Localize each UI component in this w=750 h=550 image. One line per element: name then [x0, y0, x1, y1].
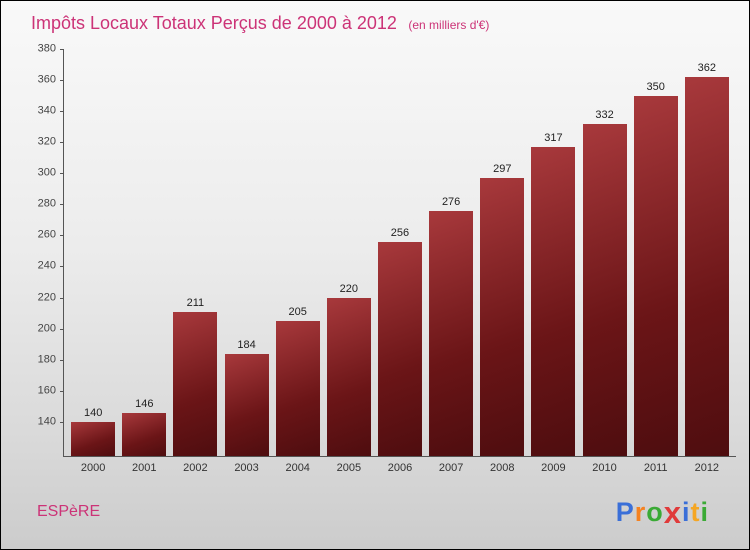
y-tick-mark: [60, 204, 64, 206]
bar-column: 211 2002: [173, 296, 218, 474]
y-tick-mark: [60, 80, 64, 82]
bar-value-label: 350: [646, 80, 665, 93]
y-tick-label: 300: [37, 166, 56, 179]
chart-subtitle: (en milliers d'€): [408, 18, 490, 32]
brand-letter: i: [700, 497, 709, 527]
bar-value-label: 332: [595, 108, 614, 121]
brand-letter: i: [681, 497, 691, 527]
bar-column: 205 2004: [275, 305, 320, 474]
bar-value-label: 362: [697, 62, 716, 74]
bar-column: 220 2005: [326, 282, 371, 474]
x-tick-label: 2003: [234, 462, 259, 474]
y-tick-label: 200: [37, 322, 56, 335]
chart-title: Impôts Locaux Totaux Perçus de 2000 à 20…: [31, 13, 397, 33]
y-tick-mark: [60, 173, 64, 175]
y-tick-label: 260: [37, 228, 56, 241]
bar-value-label: 220: [339, 282, 359, 295]
bar-column: 140 2000: [71, 406, 116, 474]
bar: [633, 95, 678, 456]
x-tick-label: 2009: [541, 462, 566, 474]
bar-value-label: 211: [186, 296, 205, 309]
bar-column: 317 2009: [531, 131, 576, 474]
bar-value-label: 256: [390, 226, 410, 239]
bar: [429, 210, 474, 456]
y-tick-label: 340: [37, 104, 56, 117]
y-tick-mark: [60, 111, 64, 113]
x-tick-label: 2007: [438, 462, 464, 474]
chart-header: Impôts Locaux Totaux Perçus de 2000 à 20…: [31, 13, 489, 34]
bar: [275, 320, 320, 456]
bar: [224, 353, 269, 456]
y-tick-mark: [60, 328, 64, 330]
bar-column: 276 2007: [429, 195, 474, 474]
bar-column: 297 2008: [480, 162, 525, 474]
bar-value-label: 317: [544, 131, 563, 144]
bar: [326, 297, 371, 456]
y-tick-mark: [60, 390, 64, 392]
brand-letter: o: [646, 497, 664, 527]
y-tick-label: 360: [37, 73, 56, 86]
y-tick-mark: [60, 49, 64, 50]
y-tick-mark: [60, 235, 64, 237]
bar-value-label: 276: [441, 195, 461, 208]
bar-column: 146 2001: [122, 397, 167, 474]
x-tick-label: 2005: [336, 462, 362, 474]
brand-letter: x: [663, 495, 682, 530]
y-tick-label: 280: [37, 197, 56, 210]
y-tick-mark: [60, 421, 64, 423]
brand-letter: r: [634, 497, 647, 527]
brand-letter: P: [615, 497, 635, 527]
y-tick-label: 320: [37, 135, 56, 148]
x-tick-label: 2012: [694, 462, 720, 474]
bar-value-label: 205: [288, 305, 307, 318]
attribution-text: ESPèRE: [37, 503, 101, 520]
x-tick-label: 2002: [183, 462, 208, 474]
x-tick-label: 2011: [643, 462, 668, 474]
bars: 140 2000 146 2001 211 2002 184 2003 205 2004 220 20…: [64, 49, 736, 474]
x-tick-label: 2000: [80, 462, 106, 474]
bar: [173, 311, 218, 456]
x-tick-label: 2010: [592, 462, 617, 474]
y-tick-label: 380: [37, 42, 56, 55]
plot-area: 140 2000 146 2001 211 2002 184 2003 205 2004 220 20…: [38, 43, 736, 474]
bar-value-label: 297: [493, 162, 512, 175]
bar-column: 332 2010: [582, 108, 627, 474]
bar-value-label: 146: [135, 397, 154, 410]
bar-column: 184 2003: [224, 338, 269, 474]
bar: [531, 146, 576, 456]
y-tick-mark: [60, 266, 64, 268]
x-tick-label: 2006: [387, 462, 413, 474]
bar-value-label: 184: [237, 338, 256, 351]
bar-value-label: 140: [83, 406, 103, 419]
y-tick-mark: [60, 359, 64, 361]
bar: [377, 241, 422, 456]
bar: [122, 412, 167, 456]
y-tick-label: 220: [37, 291, 56, 304]
bar-column: 362 2012: [684, 62, 729, 474]
y-tick-mark: [60, 142, 64, 144]
x-tick-label: 2001: [132, 462, 157, 474]
y-tick-label: 240: [37, 259, 56, 272]
y-tick-mark: [60, 297, 64, 299]
x-tick-label: 2004: [285, 462, 310, 474]
y-tick-label: 180: [37, 353, 56, 366]
x-tick-label: 2008: [490, 462, 515, 474]
bar-column: 350 2011: [633, 80, 678, 474]
bar: [71, 421, 116, 456]
proxiti-logo: Proxiti: [615, 493, 709, 530]
bar-column: 256 2006: [377, 226, 422, 474]
bar: [684, 77, 729, 456]
y-tick-label: 160: [37, 384, 56, 397]
brand-letter: t: [690, 497, 701, 527]
bar: [582, 123, 627, 456]
y-tick-label: 140: [37, 415, 56, 428]
bar: [480, 177, 525, 456]
